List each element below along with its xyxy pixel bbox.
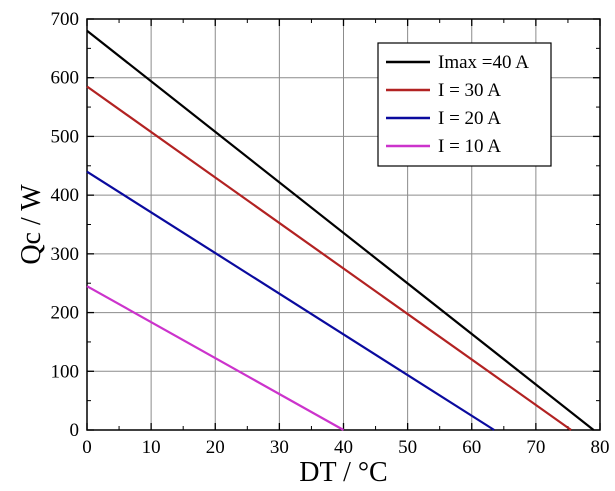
series-lines [86,29,595,431]
y-tick-label: 300 [51,244,80,265]
x-axis-title: DT / °C [299,457,387,488]
y-tick-label: 200 [51,303,80,324]
x-tick-label: 50 [398,437,417,458]
y-tick-label: 500 [51,126,80,147]
x-axis-tick-labels: 0 10 20 30 40 50 60 70 80 [82,437,609,458]
x-tick-label: 70 [526,437,545,458]
x-tick-label: 0 [82,437,92,458]
legend: Imax =40 A I = 30 A I = 20 A I = 10 A [377,42,552,167]
x-tick-label: 30 [270,437,289,458]
legend-label-2: I = 30 A [438,80,501,101]
legend-label-1: Imax =40 A [438,52,529,73]
x-tick-label: 40 [334,437,353,458]
legend-label-3: I = 20 A [438,108,501,129]
legend-label-4: I = 10 A [438,136,501,157]
series-line-2 [86,85,572,431]
series-line-1 [86,29,595,431]
y-tick-label: 0 [70,420,80,441]
x-tick-label: 10 [142,437,161,458]
series-line-4 [86,285,345,431]
y-tick-label: 100 [51,361,80,382]
x-tick-label: 60 [462,437,481,458]
y-tick-label: 400 [51,185,80,206]
y-tick-label: 600 [51,68,80,89]
series-line-3 [86,170,495,431]
y-axis-title: Qc / W [16,184,47,265]
x-tick-label: 80 [591,437,610,458]
y-tick-label: 700 [51,9,80,30]
y-axis-tick-labels: 0 100 200 300 400 500 600 700 [51,9,80,441]
x-tick-label: 20 [206,437,225,458]
